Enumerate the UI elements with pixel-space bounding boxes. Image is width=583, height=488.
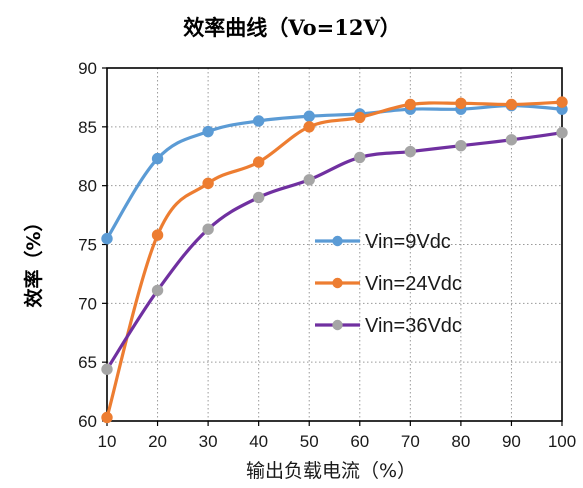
data-point-series-2: [455, 97, 467, 110]
y-tick-label: 90: [78, 59, 97, 78]
data-point-series-3: [303, 174, 315, 186]
x-tick-label: 90: [502, 432, 521, 451]
data-point-series-2: [354, 111, 366, 124]
y-tick-label: 60: [78, 412, 97, 431]
data-point-series-3: [354, 151, 366, 164]
x-tick-label: 60: [350, 432, 369, 451]
data-point-series-1: [101, 232, 113, 245]
x-tick-label: 100: [548, 432, 576, 451]
y-tick-label: 65: [78, 353, 97, 372]
data-point-series-3: [455, 139, 467, 152]
plot-area: 60 65 70 75 80 85 90 10 20 30 40 50 60 70 80 90 100 Vin=9…: [78, 59, 576, 451]
data-point-series-3: [101, 363, 113, 375]
data-point-series-3: [202, 223, 214, 235]
series-line-2: [105, 100, 564, 420]
x-tick-label: 70: [401, 432, 420, 451]
x-tick-label: 50: [300, 432, 319, 451]
x-tick-label: 30: [199, 432, 218, 451]
data-point-series-2: [303, 121, 315, 133]
y-tick-label: 85: [78, 118, 97, 137]
series-line-1: [105, 104, 564, 241]
x-tick-label: 10: [98, 432, 117, 451]
legend-swatch-marker: [332, 235, 343, 247]
data-point-series-2: [101, 411, 113, 424]
data-point-series-2: [202, 177, 214, 190]
legend-label: Vin=36Vdc: [365, 315, 462, 337]
data-point-series-1: [151, 152, 164, 165]
legend-label: Vin=9Vdc: [365, 231, 451, 253]
data-point-series-3: [151, 284, 164, 297]
data-point-series-2: [505, 98, 518, 111]
y-tick-label: 75: [78, 236, 97, 255]
data-point-series-1: [252, 115, 265, 127]
x-tick-label: 40: [249, 432, 268, 451]
legend-label: Vin=24Vdc: [365, 273, 462, 295]
legend-swatch-marker: [332, 277, 343, 289]
data-point-series-2: [151, 229, 164, 241]
data-point-series-2: [556, 96, 568, 108]
data-point-series-2: [252, 156, 265, 168]
y-tick-label: 70: [78, 294, 97, 313]
data-point-series-1: [303, 110, 315, 122]
data-point-series-3: [505, 134, 518, 146]
data-point-series-3: [252, 191, 265, 204]
x-tick-label: 20: [148, 432, 167, 451]
chart-title: 效率曲线（Vo=12V）: [183, 15, 401, 40]
legend-swatch-marker: [332, 319, 343, 331]
data-point-series-3: [556, 127, 568, 139]
y-tick-label: 80: [78, 177, 97, 196]
x-axis-label: 输出负载电流（%）: [246, 460, 416, 482]
x-tick-label: 80: [451, 432, 470, 451]
y-axis-label: 效率（%）: [22, 212, 45, 307]
data-point-series-1: [202, 125, 214, 138]
data-point-series-3: [404, 145, 417, 158]
series-line-3: [105, 131, 564, 371]
data-point-series-2: [404, 98, 417, 111]
